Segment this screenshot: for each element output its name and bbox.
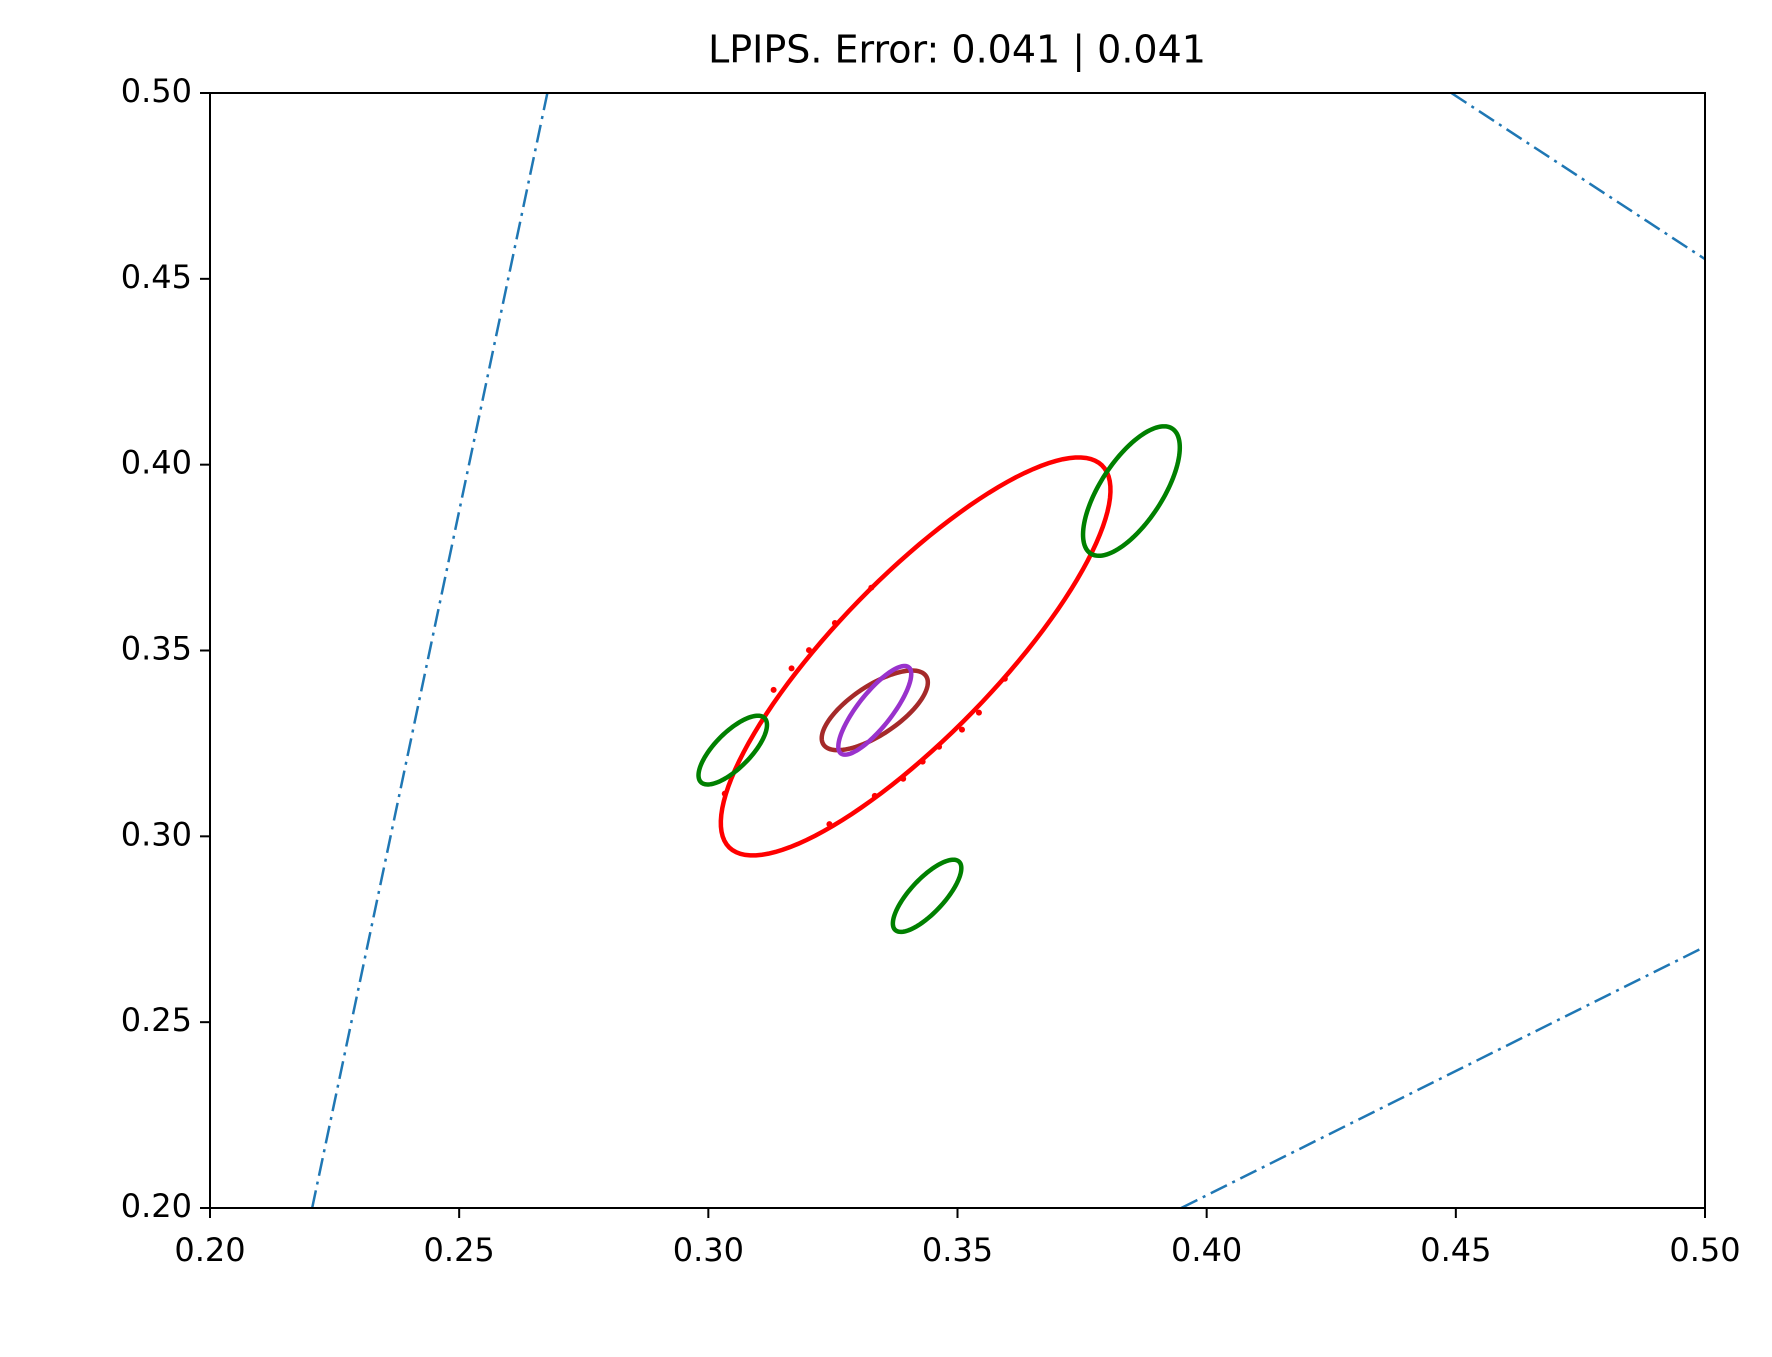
ellipse — [1080, 424, 1183, 559]
y-tick-label: 0.40 — [121, 444, 192, 482]
point — [831, 619, 838, 626]
point — [936, 743, 943, 750]
point — [826, 821, 833, 828]
point — [805, 647, 812, 654]
dash-dot-line — [1180, 945, 1705, 1208]
dash-dot-line — [1450, 93, 1705, 261]
point — [919, 758, 926, 765]
point — [770, 686, 777, 693]
dash-dot-line — [310, 93, 549, 1208]
y-tick-label: 0.35 — [121, 630, 192, 668]
point — [958, 726, 965, 733]
plot-area — [310, 93, 1705, 1208]
ellipse — [696, 713, 770, 787]
x-tick-label: 0.35 — [922, 1231, 993, 1269]
y-tick-label: 0.50 — [121, 72, 192, 110]
ellipse — [890, 857, 964, 935]
x-tick-label: 0.50 — [1669, 1231, 1740, 1269]
x-tick-label: 0.30 — [673, 1231, 744, 1269]
point — [975, 709, 982, 716]
x-tick-label: 0.25 — [424, 1231, 495, 1269]
chart-title: LPIPS. Error: 0.041 | 0.041 — [708, 28, 1206, 73]
x-tick-label: 0.20 — [174, 1231, 245, 1269]
y-tick-label: 0.20 — [121, 1187, 192, 1225]
x-tick-label: 0.45 — [1420, 1231, 1491, 1269]
point — [868, 584, 875, 591]
point — [721, 790, 728, 797]
x-tick-label: 0.40 — [1171, 1231, 1242, 1269]
point — [871, 792, 878, 799]
ellipse — [718, 455, 1113, 858]
y-tick-label: 0.30 — [121, 815, 192, 853]
ellipse — [836, 663, 914, 757]
y-tick-label: 0.45 — [121, 258, 192, 296]
point — [788, 665, 795, 672]
y-tick-label: 0.25 — [121, 1001, 192, 1039]
point — [900, 775, 907, 782]
point — [1001, 675, 1008, 682]
